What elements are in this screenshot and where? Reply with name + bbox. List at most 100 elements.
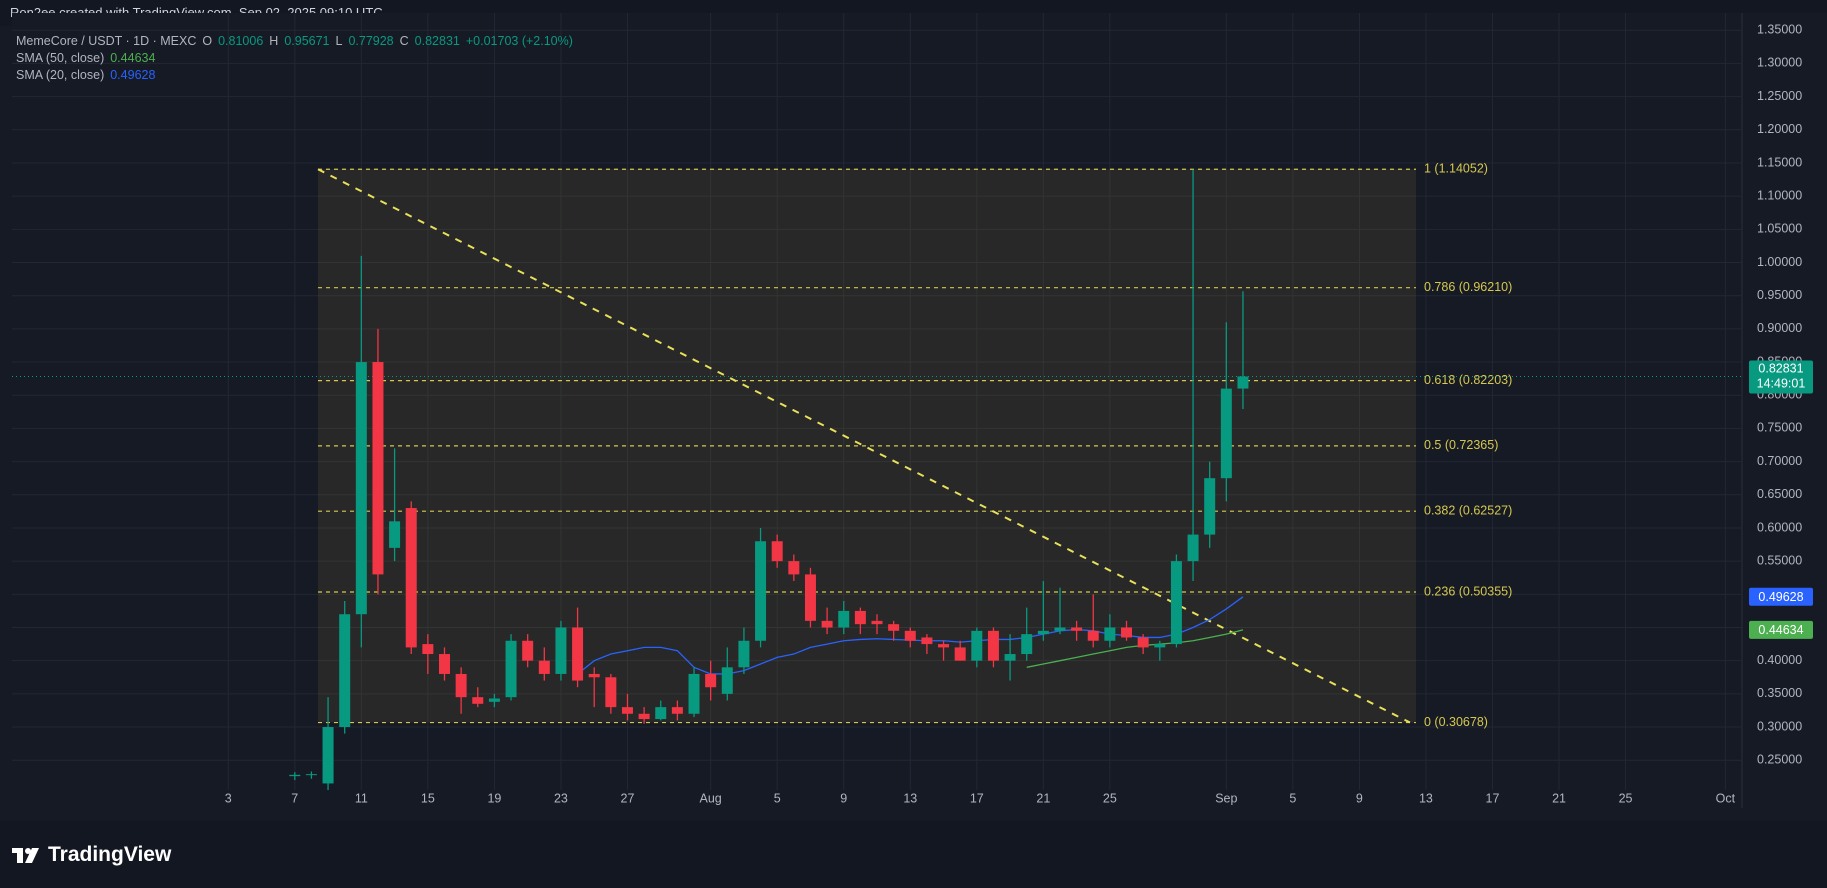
fib-label: 0.5 (0.72365) xyxy=(1424,438,1498,452)
candle-body xyxy=(305,774,317,776)
ohlc-value: 0.81006 xyxy=(218,34,264,48)
current-price-text: 0.82831 xyxy=(1758,362,1803,376)
x-tick-label: 3 xyxy=(225,791,232,805)
candle-body xyxy=(405,508,417,648)
y-tick-label: 0.95000 xyxy=(1757,288,1802,302)
y-tick-label: 0.60000 xyxy=(1757,520,1802,534)
candle-body xyxy=(804,574,816,621)
sma-price-tag-box xyxy=(1749,587,1813,606)
candle-body xyxy=(987,630,999,661)
ohlc-value: 0.77928 xyxy=(348,34,394,48)
legend-row: SMA (20, close) 0.49628 xyxy=(16,67,573,84)
candle-body xyxy=(854,610,866,625)
y-tick-label: 1.30000 xyxy=(1757,56,1802,70)
x-tick-label: 25 xyxy=(1619,791,1633,805)
candle-body xyxy=(1087,630,1099,641)
x-tick-label: Oct xyxy=(1716,791,1736,805)
sma-price-tag-box xyxy=(1749,620,1813,639)
y-tick-label: 0.65000 xyxy=(1757,487,1802,501)
candle-body xyxy=(389,521,401,548)
candle-body xyxy=(821,620,833,628)
candle-body xyxy=(572,627,584,681)
logo-icon xyxy=(12,848,39,863)
candle-body xyxy=(1104,627,1116,641)
y-tick-label: 0.70000 xyxy=(1757,454,1802,468)
y-tick-label: 0.30000 xyxy=(1757,719,1802,733)
ohlc-value: 0.95671 xyxy=(284,34,330,48)
x-tick-label: 13 xyxy=(903,791,917,805)
candle-body xyxy=(372,362,384,575)
candle-body xyxy=(439,654,450,674)
x-tick-label: 7 xyxy=(291,791,298,805)
candle-body xyxy=(1071,627,1083,631)
fib-label: 0.618 (0.82203) xyxy=(1424,373,1512,387)
candle-body xyxy=(788,561,800,575)
candle-body xyxy=(904,630,916,641)
x-tick-label: 13 xyxy=(1419,791,1433,805)
candle-body xyxy=(705,673,717,688)
x-tick-label: 23 xyxy=(554,791,568,805)
legend-value: 0.44634 xyxy=(110,51,156,65)
ohlc-label: H xyxy=(269,34,279,48)
ohlc-value: 0.82831 xyxy=(414,34,460,48)
sma-price-tag-text: 0.49628 xyxy=(1758,590,1803,604)
logo: TradingView xyxy=(12,843,171,867)
x-tick-label: 25 xyxy=(1103,791,1117,805)
candle-body xyxy=(688,673,700,714)
candle-body xyxy=(522,640,534,661)
x-tick-label: 17 xyxy=(1486,791,1500,805)
candle-body xyxy=(289,774,301,777)
y-tick-label: 1.15000 xyxy=(1757,155,1802,169)
candle-body xyxy=(422,644,434,655)
legend-entry: SMA (50, close) xyxy=(16,51,105,65)
candle-body xyxy=(1004,654,1016,661)
candle-body xyxy=(455,673,467,698)
x-tick-label: 5 xyxy=(1289,791,1296,805)
y-tick-label: 1.25000 xyxy=(1757,89,1802,103)
legend-entry: SMA (20, close) xyxy=(16,68,105,82)
candle-body xyxy=(638,713,650,720)
candle-body xyxy=(771,541,783,562)
legend-symbol-row: MemeCore / USDT · 1D · MEXC O 0.81006 H 0.… xyxy=(16,33,573,50)
x-tick-label: 19 xyxy=(487,791,501,805)
candle-body xyxy=(871,620,883,625)
candle-body xyxy=(755,541,767,641)
sma-line xyxy=(1026,629,1244,668)
sma-price-tag-text: 0.44634 xyxy=(1758,623,1803,637)
candle-body xyxy=(1154,644,1166,648)
y-tick-label: 1.10000 xyxy=(1757,188,1802,202)
y-tick-label: 0.40000 xyxy=(1757,653,1802,667)
ohlc-label: C xyxy=(399,34,409,48)
y-tick-label: 1.05000 xyxy=(1757,222,1802,236)
candle-body xyxy=(1237,376,1249,389)
candle-body xyxy=(1054,627,1066,631)
candle-body xyxy=(605,677,617,708)
candle-body xyxy=(954,647,966,661)
y-tick-label: 1.00000 xyxy=(1757,255,1802,269)
plot-background xyxy=(12,13,1742,808)
candle-body xyxy=(938,644,950,648)
candle-body xyxy=(1121,627,1133,638)
candle-body xyxy=(1220,388,1232,479)
candle-body xyxy=(738,640,750,668)
x-tick-label: 21 xyxy=(1036,791,1050,805)
x-tick-label: 11 xyxy=(355,791,368,805)
ohlc-label: L xyxy=(335,34,343,48)
legend: MemeCore / USDT · 1D · MEXC O 0.81006 H 0.… xyxy=(16,33,573,84)
chart: 0.250000.300000.350000.400000.450000.500… xyxy=(12,13,1827,808)
fib-label: 0.382 (0.62527) xyxy=(1424,503,1512,517)
price-axis-background xyxy=(1742,13,1827,808)
logo-text: TradingView xyxy=(48,843,172,866)
candle-body xyxy=(1204,478,1216,535)
legend-row: SMA (50, close) 0.44634 xyxy=(16,50,573,67)
candle-body xyxy=(888,624,900,631)
candle-body xyxy=(322,727,334,784)
candle-body xyxy=(838,610,850,628)
ohlc-label: O xyxy=(202,34,213,48)
x-tick-label: 5 xyxy=(774,791,781,805)
candle-body xyxy=(1170,561,1182,645)
fib-label: 0 (0.30678) xyxy=(1424,715,1488,729)
x-tick-label: 9 xyxy=(1356,791,1363,805)
change-label: +0.01703 (+2.10%) xyxy=(465,34,573,48)
candle-body xyxy=(671,707,683,714)
